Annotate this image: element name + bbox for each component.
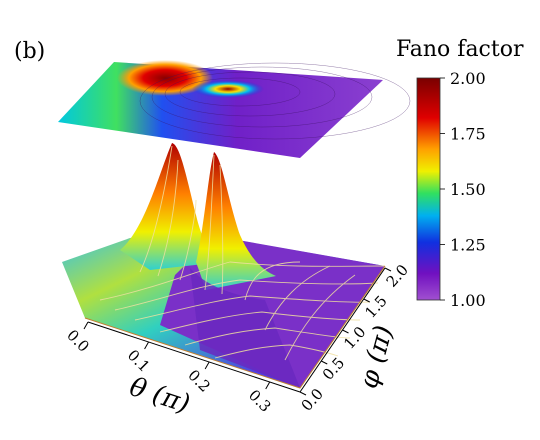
contour-plane [58, 60, 411, 158]
theta-tick-mark [204, 361, 210, 370]
colorbar-tick-label: 1.75 [450, 125, 486, 144]
phi-tick-mark [384, 267, 392, 272]
phi-tick-mark [321, 360, 328, 365]
surface-3d [62, 143, 386, 389]
colorbar-tick-label: 1.00 [450, 291, 486, 310]
theta-tick-mark [265, 381, 271, 390]
theta-tick-label: 0.3 [245, 386, 275, 416]
theta-tick-label: 0.1 [124, 346, 154, 376]
contour-lines [139, 62, 411, 140]
colorbar-tick-label: 2.00 [450, 69, 486, 88]
colorbar-title: Fano factor [396, 37, 524, 62]
colorbar: 1.00 1.25 1.50 1.75 2.00 [416, 69, 486, 310]
contour-hotspot-right [192, 80, 264, 98]
axis-theta-label: θ (π) [126, 372, 194, 419]
colorbar-ticks: 1.00 1.25 1.50 1.75 2.00 [440, 69, 486, 310]
contour-plane-face [58, 62, 383, 158]
colorbar-gradient [416, 77, 441, 301]
contour-hotspot-left [117, 60, 213, 96]
surface-valley [190, 268, 300, 388]
theta-tick-mark [83, 321, 89, 330]
surface-grid-lines [99, 145, 386, 361]
colorbar-tick-label: 1.25 [450, 236, 486, 255]
surface-front-edge [84, 265, 386, 389]
colorbar-tick-label: 1.50 [450, 180, 486, 199]
surface-peak-left [120, 143, 222, 270]
theta-tick-label: 0.0 [63, 326, 93, 356]
theta-tick-mark [144, 341, 150, 350]
phi-tick-mark [342, 329, 349, 334]
axis-theta-line [87, 321, 301, 393]
phi-tick-label: 2.0 [383, 261, 412, 291]
phi-tick-mark [299, 391, 307, 396]
panel-label: (b) [14, 39, 45, 64]
surface-peak-right [196, 152, 276, 290]
phi-tick-mark [363, 298, 370, 303]
